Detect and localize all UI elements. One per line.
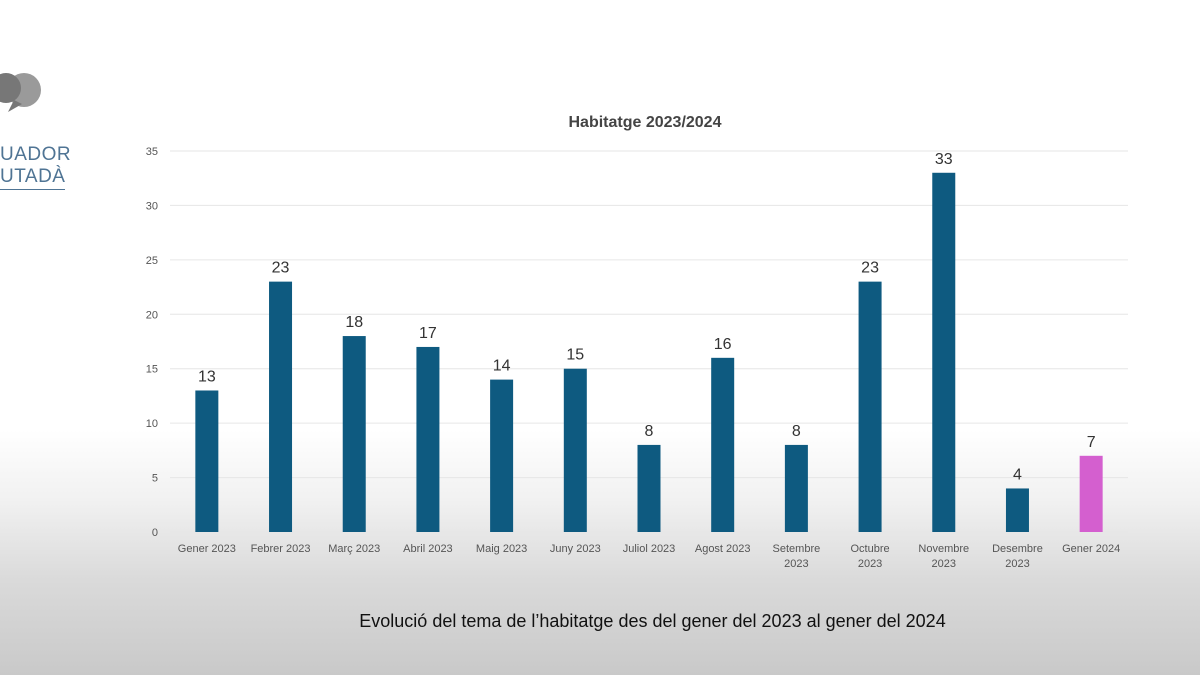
- x-tick-label: Desembre: [992, 543, 1043, 555]
- logo: UADOR UTADÀ: [0, 60, 80, 200]
- x-axis-ticks: Gener 2023 Febrer 2023 Març 2023 Abril 2023…: [178, 543, 1120, 570]
- logo-text-line1: UADOR: [0, 144, 72, 165]
- data-label: 4: [1013, 466, 1022, 483]
- y-tick-label: 0: [152, 527, 158, 539]
- x-tick-label: Juny 2023: [550, 543, 601, 555]
- data-label: 14: [493, 358, 511, 375]
- data-label: 8: [792, 423, 801, 440]
- bar: [637, 444, 661, 532]
- bar: [342, 336, 366, 532]
- chart-caption: Evolució del tema de l’habitatge des del…: [359, 611, 946, 631]
- data-label: 8: [645, 423, 654, 440]
- x-tick-label: Maig 2023: [476, 543, 527, 555]
- bar: [195, 390, 219, 532]
- x-tick-label: Setembre: [773, 543, 821, 555]
- bar: [416, 346, 440, 532]
- data-label: 15: [566, 347, 584, 364]
- y-tick-label: 25: [146, 255, 158, 267]
- data-label: 23: [861, 260, 879, 277]
- x-tick-label: 2023: [932, 558, 956, 570]
- y-tick-label: 20: [146, 309, 158, 321]
- x-tick-label: Juliol 2023: [623, 543, 676, 555]
- data-label: 17: [419, 325, 437, 342]
- data-labels: 13 23 18 17 14 15 8 16 8 23 33 4 7: [198, 151, 1096, 484]
- y-axis-ticks: 0 5 10 15 20 25 30 35: [146, 146, 158, 539]
- bar: [563, 368, 587, 532]
- y-tick-label: 5: [152, 473, 158, 485]
- data-label: 18: [345, 314, 363, 331]
- y-tick-label: 10: [146, 418, 158, 430]
- bar: [784, 444, 808, 532]
- bar: [1005, 488, 1029, 532]
- data-label: 33: [935, 151, 953, 168]
- x-tick-label: 2023: [1005, 558, 1029, 570]
- bar: [490, 379, 514, 532]
- data-label: 23: [272, 260, 290, 277]
- x-tick-label: Febrer 2023: [251, 543, 311, 555]
- data-label: 13: [198, 368, 216, 385]
- x-tick-label: 2023: [858, 558, 882, 570]
- bar: [1079, 455, 1103, 532]
- chart-title: Habitatge 2023/2024: [569, 114, 722, 131]
- x-tick-label: Octubre: [851, 543, 890, 555]
- y-tick-label: 30: [146, 200, 158, 212]
- bar: [932, 172, 956, 532]
- bar: [858, 281, 882, 532]
- x-tick-label: Abril 2023: [403, 543, 453, 555]
- x-tick-label: 2023: [784, 558, 808, 570]
- x-tick-label: Gener 2024: [1062, 543, 1120, 555]
- y-tick-label: 35: [146, 146, 158, 158]
- x-tick-label: Novembre: [918, 543, 969, 555]
- data-label: 16: [714, 336, 732, 353]
- data-label: 7: [1087, 434, 1096, 451]
- x-tick-label: Gener 2023: [178, 543, 236, 555]
- bar: [269, 281, 293, 532]
- y-tick-label: 15: [146, 364, 158, 376]
- x-tick-label: Agost 2023: [695, 543, 751, 555]
- speech-bubbles-icon: [0, 73, 41, 112]
- x-tick-label: Març 2023: [328, 543, 380, 555]
- bars: [195, 172, 1103, 532]
- logo-text-line2: UTADÀ: [0, 166, 66, 190]
- bar: [711, 357, 735, 532]
